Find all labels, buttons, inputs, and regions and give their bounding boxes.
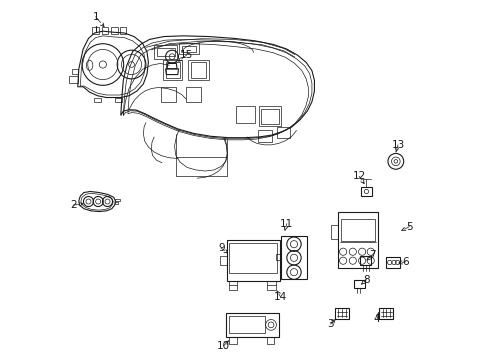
Bar bbox=[163, 59, 182, 80]
Bar bbox=[156, 48, 174, 56]
Text: 3: 3 bbox=[326, 319, 333, 329]
Bar bbox=[228, 316, 264, 333]
Text: 1: 1 bbox=[92, 12, 99, 22]
Bar bbox=[182, 46, 196, 51]
Bar bbox=[154, 45, 177, 59]
Text: 4: 4 bbox=[373, 314, 380, 324]
Text: 12: 12 bbox=[352, 171, 365, 181]
Text: 10: 10 bbox=[217, 341, 230, 351]
Bar bbox=[120, 27, 126, 34]
Bar bbox=[187, 59, 209, 80]
Text: 9: 9 bbox=[218, 243, 224, 253]
Bar bbox=[190, 62, 206, 78]
Bar bbox=[260, 109, 278, 124]
Bar bbox=[340, 220, 374, 241]
Bar bbox=[179, 43, 199, 54]
Bar bbox=[111, 27, 117, 34]
Text: 2: 2 bbox=[70, 200, 76, 210]
Text: 15: 15 bbox=[180, 50, 193, 60]
Bar bbox=[228, 243, 277, 273]
Bar bbox=[276, 127, 290, 138]
Text: 13: 13 bbox=[390, 140, 404, 150]
Bar bbox=[165, 62, 180, 78]
Text: 8: 8 bbox=[363, 275, 369, 285]
Text: 14: 14 bbox=[273, 292, 286, 302]
Bar bbox=[102, 27, 108, 34]
Bar bbox=[92, 27, 99, 34]
Text: 7: 7 bbox=[368, 250, 375, 260]
Bar bbox=[258, 130, 272, 142]
Text: 5: 5 bbox=[406, 222, 412, 231]
Text: 6: 6 bbox=[402, 257, 408, 267]
Bar bbox=[186, 87, 201, 102]
Bar bbox=[258, 107, 281, 126]
Bar bbox=[161, 87, 176, 102]
Text: 11: 11 bbox=[280, 219, 293, 229]
Bar bbox=[235, 106, 255, 123]
